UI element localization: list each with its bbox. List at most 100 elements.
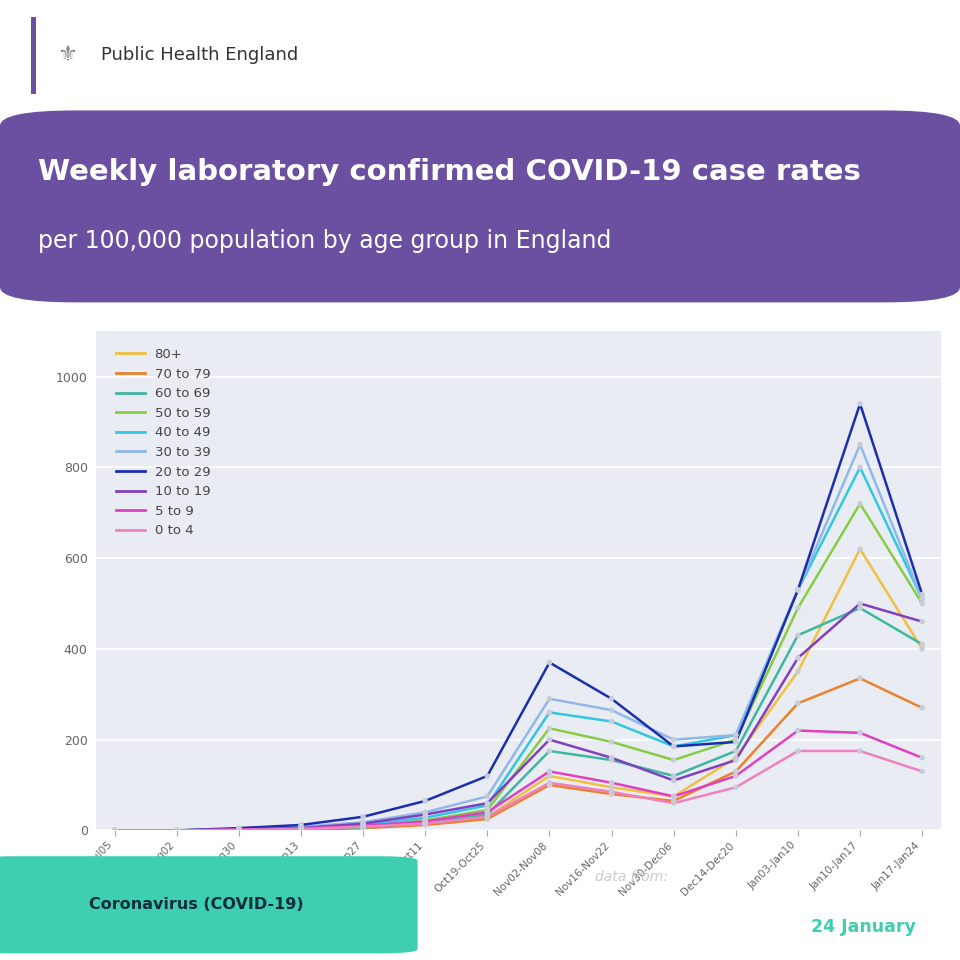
Point (355, 817, 371, 832)
Point (480, 809, 495, 825)
Point (604, 753, 619, 768)
FancyBboxPatch shape (0, 856, 418, 953)
Point (169, 823, 184, 838)
Point (355, 819, 371, 834)
Text: Public Health England: Public Health England (101, 46, 298, 64)
Point (294, 822, 309, 837)
Point (852, 437, 868, 452)
Point (790, 628, 805, 643)
Point (915, 750, 930, 765)
Point (169, 823, 184, 838)
Point (418, 814, 433, 829)
Point (294, 822, 309, 837)
Text: 29 June 2020 to: 29 June 2020 to (595, 918, 749, 936)
Point (790, 582, 805, 597)
Point (915, 641, 930, 657)
Point (666, 739, 682, 755)
Point (107, 823, 122, 838)
Point (541, 732, 557, 747)
Point (231, 822, 247, 837)
Point (790, 600, 805, 615)
Point (915, 596, 930, 612)
Point (790, 723, 805, 738)
Point (728, 780, 743, 795)
Point (418, 816, 433, 831)
Point (231, 821, 247, 836)
Point (852, 460, 868, 475)
Point (852, 496, 868, 512)
Point (355, 821, 371, 836)
Legend: 80+, 70 to 79, 60 to 69, 50 to 59, 40 to 49, 30 to 39, 20 to 29, 10 to 19, 5 to : 80+, 70 to 79, 60 to 69, 50 to 59, 40 to… (111, 343, 215, 542)
Point (107, 823, 122, 838)
Point (666, 789, 682, 804)
Point (915, 591, 930, 607)
Point (231, 823, 247, 838)
Point (728, 750, 743, 765)
Point (790, 582, 805, 597)
Point (915, 764, 930, 780)
Point (604, 691, 619, 707)
Point (541, 721, 557, 736)
Point (107, 823, 122, 838)
Point (666, 796, 682, 811)
Point (604, 775, 619, 790)
Point (790, 664, 805, 680)
Point (604, 784, 619, 800)
Point (604, 750, 619, 765)
Point (480, 811, 495, 827)
Point (169, 823, 184, 838)
Point (541, 768, 557, 783)
Text: data from:: data from: (595, 870, 668, 884)
Point (728, 728, 743, 743)
Point (231, 822, 247, 837)
Point (852, 596, 868, 612)
Point (418, 810, 433, 826)
Point (541, 655, 557, 670)
Point (107, 823, 122, 838)
Point (355, 809, 371, 825)
Point (231, 823, 247, 838)
Text: Weekly laboratory confirmed COVID-19 case rates: Weekly laboratory confirmed COVID-19 cas… (38, 157, 861, 186)
Point (107, 823, 122, 838)
Point (169, 823, 184, 838)
Point (169, 823, 184, 838)
Point (231, 822, 247, 837)
Point (790, 743, 805, 758)
Point (418, 814, 433, 829)
Point (355, 821, 371, 836)
Point (169, 823, 184, 838)
Point (666, 768, 682, 783)
Point (107, 823, 122, 838)
Point (666, 773, 682, 788)
Point (231, 823, 247, 838)
Point (107, 823, 122, 838)
Point (169, 823, 184, 838)
Point (480, 796, 495, 811)
Point (604, 780, 619, 795)
Point (418, 817, 433, 832)
Point (355, 818, 371, 833)
Point (790, 650, 805, 665)
Point (294, 821, 309, 836)
Point (852, 600, 868, 615)
Point (852, 396, 868, 412)
Point (294, 821, 309, 836)
Point (541, 775, 557, 790)
Point (852, 725, 868, 740)
Point (294, 822, 309, 837)
Point (169, 823, 184, 838)
Point (852, 541, 868, 557)
Point (169, 823, 184, 838)
Point (107, 823, 122, 838)
Point (541, 778, 557, 793)
Point (355, 816, 371, 831)
Bar (31, 16, 36, 94)
Point (107, 823, 122, 838)
Point (915, 587, 930, 602)
Point (728, 768, 743, 783)
Point (728, 732, 743, 747)
Point (169, 823, 184, 838)
Point (480, 798, 495, 813)
Point (790, 696, 805, 711)
Point (604, 714, 619, 730)
